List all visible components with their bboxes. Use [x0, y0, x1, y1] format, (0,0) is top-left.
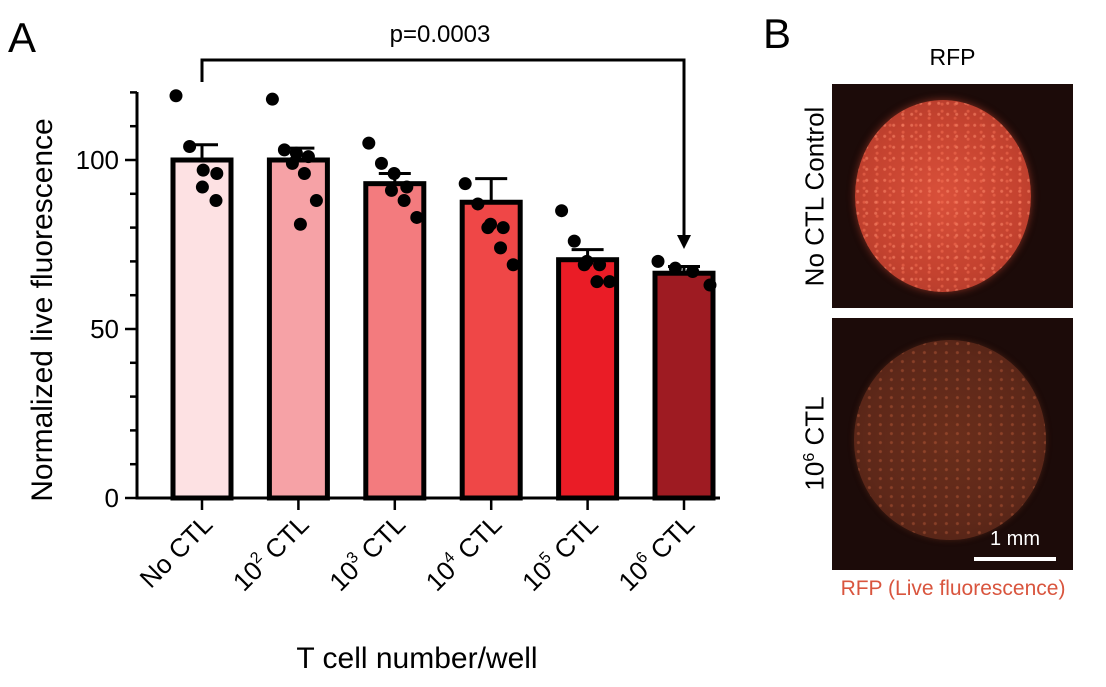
x-axis-label: T cell number/well: [296, 642, 537, 675]
data-point: [196, 163, 210, 177]
data-point: [471, 197, 485, 211]
panel-a-letter: A: [8, 14, 36, 61]
data-point: [183, 139, 197, 153]
data-point: [209, 194, 223, 208]
error-bars: [186, 143, 700, 274]
data-point: [590, 275, 604, 289]
data-point: [494, 241, 508, 255]
data-point: [686, 265, 700, 279]
cell-spheroid-dim: [854, 340, 1046, 540]
scalebar: [974, 557, 1056, 561]
data-point: [555, 204, 569, 218]
data-point: [195, 180, 209, 194]
x-tick-label: 102 CTL: [227, 509, 315, 597]
y-tick-label: 0: [105, 483, 119, 513]
data-point: [567, 234, 581, 248]
y-axis: 0 50 100: [76, 91, 139, 513]
data-points: [169, 89, 717, 292]
data-point: [577, 258, 591, 272]
bar: [170, 157, 234, 501]
data-point: [277, 143, 291, 157]
y-tick-label: 100: [76, 145, 119, 175]
data-point: [384, 183, 398, 197]
bar: [363, 181, 427, 501]
data-point: [410, 210, 424, 224]
bar: [459, 199, 523, 501]
data-point: [703, 278, 717, 292]
row-label-10-6-ctl: 106 CTL: [799, 396, 830, 491]
significance-bracket: [200, 58, 691, 249]
rfp-column-title: RFP: [929, 44, 976, 70]
x-tick-label: No CTL: [134, 509, 219, 594]
cell-spheroid-bright: [855, 100, 1031, 292]
y-tick-label: 50: [90, 314, 119, 344]
data-point: [397, 194, 411, 208]
data-point: [387, 167, 401, 181]
x-tick-label: 104 CTL: [420, 509, 508, 597]
data-point: [374, 156, 388, 170]
bar: [266, 157, 330, 501]
data-point: [289, 146, 303, 160]
bar: [652, 270, 716, 501]
bar: [556, 257, 620, 501]
bars: [170, 157, 716, 501]
row-label-no-ctl-control: No CTL Control: [799, 106, 830, 287]
data-point: [297, 167, 311, 181]
bracket-arrowhead: [677, 235, 691, 249]
data-point: [210, 167, 224, 181]
scalebar-label: 1 mm: [990, 528, 1040, 550]
data-point: [293, 217, 307, 231]
data-point: [362, 136, 376, 150]
data-point: [309, 194, 323, 208]
data-point: [285, 156, 299, 170]
rfp-caption: RFP (Live fluorescence): [840, 577, 1066, 600]
data-point: [593, 258, 607, 272]
data-point: [169, 89, 183, 103]
p-value-annotation: p=0.0003: [390, 21, 491, 48]
y-axis-label: Normalized live fluorescence: [26, 118, 59, 502]
bracket-line: [200, 58, 686, 245]
data-point: [668, 261, 682, 275]
data-point: [301, 150, 315, 164]
data-point: [506, 258, 520, 272]
data-point: [400, 180, 414, 194]
x-tick-label: 105 CTL: [516, 509, 604, 597]
data-point: [603, 275, 617, 289]
data-point: [265, 92, 279, 106]
data-point: [481, 221, 495, 235]
data-point: [496, 221, 510, 235]
data-point: [458, 177, 472, 191]
data-point: [651, 254, 665, 268]
x-tick-label: 106 CTL: [612, 509, 700, 597]
fluorescence-image-no-ctl: [832, 84, 1073, 308]
x-tick-label: 103 CTL: [323, 509, 411, 597]
fluorescence-image-10-6-ctl: 1 mm: [832, 318, 1073, 570]
panel-b-letter: B: [763, 10, 792, 57]
